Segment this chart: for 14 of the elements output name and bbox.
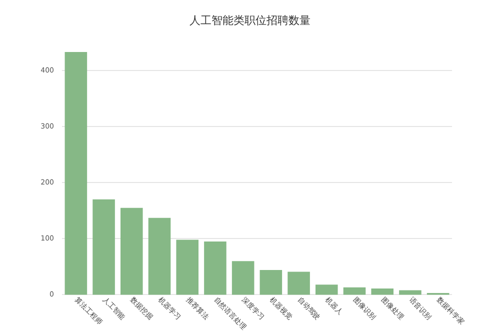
bar bbox=[288, 272, 310, 295]
bar bbox=[204, 241, 226, 295]
bar bbox=[148, 218, 171, 295]
bar bbox=[64, 52, 88, 295]
bar bbox=[120, 208, 143, 295]
bar bbox=[176, 240, 198, 295]
bar bbox=[260, 270, 282, 295]
bar bbox=[92, 199, 115, 295]
bar bbox=[316, 284, 338, 295]
bar bbox=[343, 287, 366, 295]
bar bbox=[371, 288, 394, 295]
chart-title: 人工智能类职位招聘数量 bbox=[190, 14, 310, 27]
bar bbox=[232, 261, 254, 295]
bar bbox=[399, 290, 422, 295]
